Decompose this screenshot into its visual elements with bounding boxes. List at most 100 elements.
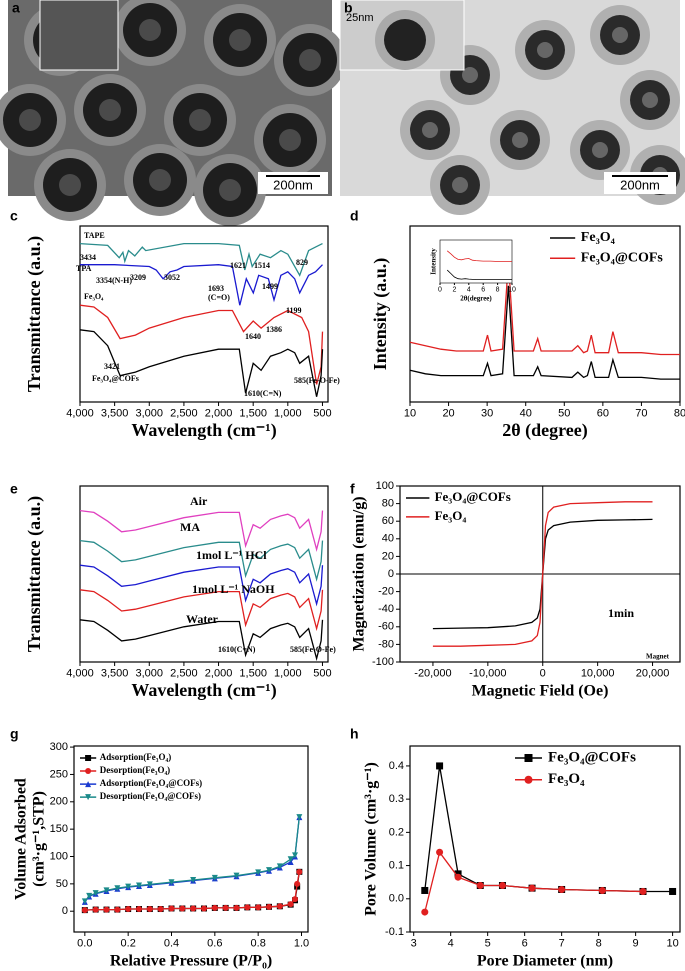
x-tick-label: 2,500 [170, 408, 198, 420]
x-axis-label: Magnetic Field (Oe) [472, 683, 609, 700]
annotation: 3052 [164, 273, 180, 282]
x-tick-label: 10 [404, 408, 416, 420]
x-tick-label: 3,500 [101, 408, 129, 420]
data-point [296, 814, 303, 821]
x-tick-label: 2,500 [170, 668, 198, 680]
y-axis-label: Volume Adsorbed [13, 778, 30, 900]
data-point [266, 867, 272, 874]
data-point [528, 884, 536, 892]
scale-box [258, 172, 328, 194]
data-point [201, 905, 207, 912]
annotation: 1621 [230, 261, 246, 270]
y-axis-label: Transmittance (a.u.) [24, 236, 45, 392]
y-axis-label: Intensity (a.u.) [370, 258, 391, 371]
series-label: TAPE [84, 231, 105, 240]
series-line [446, 250, 512, 262]
data-point [244, 904, 251, 911]
particle-center [219, 179, 241, 201]
y-tick-label: 150 [50, 823, 68, 835]
x-tick-label: 3,000 [136, 668, 164, 680]
y-tick-label: -20 [378, 586, 394, 598]
plot-frame [79, 485, 329, 663]
x-tick-label: 50 [558, 408, 570, 420]
annotation: 1610(C=N) [218, 645, 256, 654]
particle-center [452, 177, 468, 193]
annotation: 1640 [245, 332, 261, 341]
particle-center [299, 49, 321, 71]
data-point [255, 869, 262, 876]
particle-center [99, 99, 121, 121]
x-tick-label: 5 [485, 938, 491, 950]
particle-center [149, 169, 171, 191]
x-tick-label: 500 [313, 408, 331, 420]
data-point [639, 887, 647, 895]
data-point [81, 898, 88, 905]
series-line [80, 264, 323, 306]
x-axis-label: Relative Pressure (P/P₀) [110, 953, 272, 970]
data-point [81, 907, 88, 914]
scale-label: 200nm [620, 177, 660, 192]
x-tick-label: 500 [313, 668, 331, 680]
inset-text: Magnet [646, 653, 670, 661]
annotation: (C=O) [208, 293, 230, 302]
particle-center [512, 132, 528, 148]
x-tick-label: 2,000 [205, 408, 233, 420]
y-tick-label: 250 [50, 768, 68, 780]
data-point [454, 873, 462, 881]
legend-label: Adsorption(Fe₃O₄@COFs) [100, 778, 202, 788]
x-tick-label: 1,000 [274, 668, 302, 680]
inset-text: 1min [608, 606, 634, 620]
y-tick-label: 100 [376, 480, 394, 492]
y-tick-label: 60 [382, 515, 394, 527]
x-tick-label: 4 [448, 938, 454, 950]
data-point [276, 903, 283, 910]
x-tick-label: 0 [540, 668, 546, 680]
data-point [103, 906, 110, 913]
legend-label: Fe₃O₄@COFs [435, 489, 511, 504]
x-tick-label: 20 [442, 408, 454, 420]
annotation: 1514 [254, 261, 270, 270]
panel-letter: e [10, 481, 18, 497]
panel-letter: d [350, 208, 359, 224]
x-tick-label: 6 [522, 938, 528, 950]
y-axis-label: Transmittance (a.u.) [24, 496, 45, 652]
y-tick-label: 0.2 [389, 826, 404, 838]
y-tick-label: 300 [50, 741, 68, 753]
data-point [476, 882, 484, 889]
legend-marker [85, 794, 92, 801]
series-line [409, 285, 680, 380]
data-point [233, 872, 240, 879]
particle-center [462, 67, 478, 83]
particle-center [19, 109, 41, 131]
x-tick-label: 3,500 [101, 668, 129, 680]
y-tick-label: 0.0 [389, 893, 404, 905]
tem-image-a [0, 0, 346, 226]
series-label: TPA [76, 264, 92, 273]
y-tick-label: -100 [372, 656, 394, 668]
x-tick-label: 2 [452, 287, 456, 294]
y-tick-label: -80 [378, 638, 394, 650]
legend-label: Desorption(Fe₃O₄) [100, 765, 170, 775]
data-point [421, 908, 429, 916]
x-tick-label: 3,000 [136, 408, 164, 420]
plot-frame [73, 745, 309, 933]
series-label: 1mol L⁻¹ HCl [196, 548, 267, 562]
x-tick-label: -20,000 [414, 668, 451, 680]
panel-letter: h [350, 726, 359, 742]
series-label: Water [186, 612, 219, 626]
particle-center [592, 142, 608, 158]
data-point [86, 892, 93, 899]
data-point [190, 905, 197, 912]
data-point [146, 906, 153, 913]
data-point [421, 886, 429, 894]
plot-frame [409, 745, 681, 933]
particle-center [422, 122, 438, 138]
x-axis-label: Wavelength (cm⁻¹) [131, 420, 276, 441]
data-point [436, 848, 444, 856]
x-axis-label: 2θ(degree) [460, 295, 492, 303]
x-tick-label: 0.4 [164, 938, 179, 950]
data-point [125, 883, 132, 890]
y-tick-label: 0 [388, 568, 394, 580]
series-line [432, 501, 653, 647]
